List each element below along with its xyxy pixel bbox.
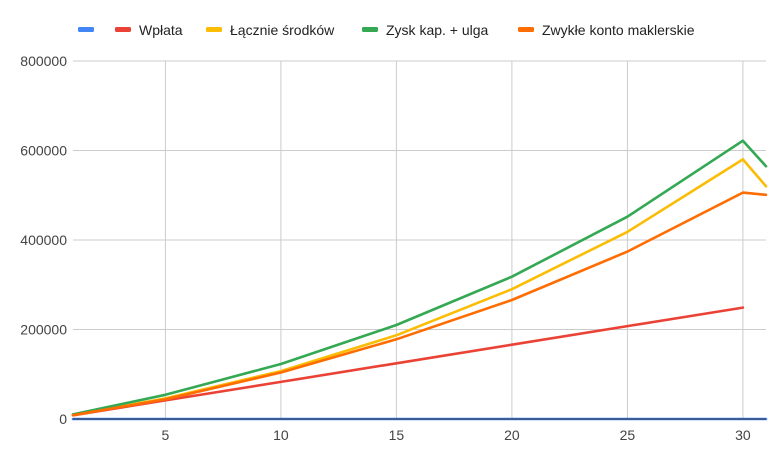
x-tick-label: 15	[389, 427, 405, 443]
x-tick-label: 5	[162, 427, 170, 443]
series-line-1	[71, 306, 745, 417]
legend-label-3: Zysk kap. + ulga	[386, 22, 489, 38]
y-tick-label: 400000	[20, 232, 67, 248]
legend-swatch-4	[518, 27, 534, 32]
legend-swatch-3	[362, 27, 378, 32]
x-tick-label: 30	[735, 427, 751, 443]
y-tick-label: 600000	[20, 143, 67, 159]
legend-label-1: Wpłata	[139, 22, 183, 38]
series-line-4	[71, 191, 768, 417]
y-tick-label: 800000	[20, 53, 67, 69]
legend-swatch-0	[78, 27, 94, 32]
y-tick-label: 200000	[20, 322, 67, 338]
legend-swatch-1	[115, 27, 131, 32]
legend-swatch-2	[206, 27, 222, 32]
x-tick-label: 25	[620, 427, 636, 443]
legend-label-4: Zwykłe konto maklerskie	[542, 22, 695, 38]
legend-label-2: Łącznie środków	[230, 22, 335, 38]
x-tick-label: 20	[504, 427, 520, 443]
chart-legend: Wpłata Łącznie środków Zysk kap. + ulga Zwy…	[78, 22, 695, 38]
x-tick-label: 10	[273, 427, 289, 443]
series-line-2	[71, 158, 768, 417]
series-line-3	[71, 139, 768, 416]
y-tick-label: 0	[59, 411, 67, 427]
chart-series	[71, 139, 768, 421]
chart-axes: 0 200000 400000 600000 800000 5 10 15 20 25 30	[20, 53, 766, 443]
chart-gridlines	[73, 60, 766, 419]
